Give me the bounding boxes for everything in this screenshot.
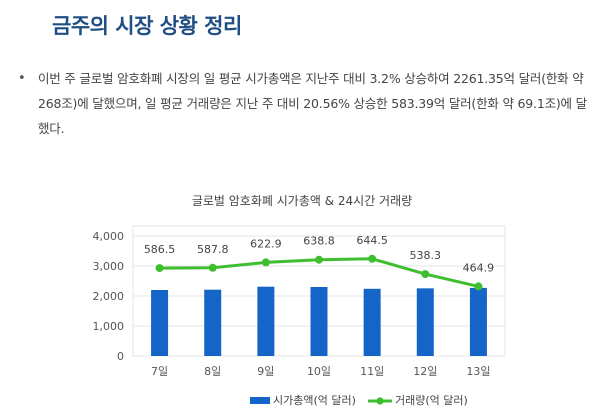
x-tick-label: 12일 — [413, 364, 437, 378]
y-tick-label: 4,000 — [93, 230, 125, 243]
bullet-icon: • — [18, 71, 26, 86]
bar-6 — [469, 287, 487, 356]
line-data-label-6: 464.9 — [463, 261, 495, 274]
y-tick-label: 3,000 — [93, 260, 125, 273]
chart-container: 글로벌 암호화폐 시가총액 & 24시간 거래량 4,000 3,000 2,000… — [0, 180, 600, 414]
line-point-3 — [315, 255, 323, 264]
x-tick-label: 7일 — [151, 364, 168, 378]
chart-title: 글로벌 암호화폐 시가총액 & 24시간 거래량 — [192, 194, 412, 208]
y-tick-label: 1,000 — [93, 320, 125, 333]
legend-bar-swatch — [250, 397, 270, 404]
y-tick-label: 2,000 — [93, 290, 125, 303]
bar-series — [151, 286, 487, 356]
line-point-2 — [261, 258, 270, 267]
y-axis-ticks: 4,000 3,000 2,000 1,000 0 — [93, 230, 125, 363]
bar-0 — [151, 290, 169, 356]
summary-text: 이번 주 글로벌 암호화폐 시장의 일 평균 시가총액은 지난주 대비 3.2%… — [38, 71, 587, 136]
x-tick-label: 8일 — [204, 364, 221, 378]
page-title: 금주의 시장 상황 정리 — [52, 14, 242, 38]
bar-1 — [204, 289, 222, 356]
line-point-1 — [208, 263, 217, 272]
summary-paragraph: • 이번 주 글로벌 암호화폐 시장의 일 평균 시가총액은 지난주 대비 3.… — [18, 66, 588, 141]
legend-line-marker — [376, 397, 384, 405]
line-data-label-4: 644.5 — [356, 234, 388, 247]
bar-4 — [363, 288, 381, 356]
bar-2 — [257, 286, 275, 356]
bar-5 — [416, 288, 434, 356]
x-tick-label: 11일 — [360, 364, 384, 378]
legend-bar-label: 시가총액(억 달러) — [273, 394, 356, 407]
line-data-label-5: 538.3 — [410, 249, 442, 262]
y-tick-label: 0 — [117, 350, 124, 363]
bar-3 — [310, 287, 328, 356]
x-tick-label: 9일 — [257, 364, 274, 378]
line-data-label-2: 622.9 — [250, 237, 282, 250]
line-data-label-1: 587.8 — [197, 243, 229, 256]
chart-legend: 시가총액(억 달러) 거래량(억 달러) — [250, 394, 468, 407]
x-axis-ticks: 7일 8일 9일 10일 11일 12일 13일 — [151, 364, 490, 378]
line-series: 586.5 587.8 622.9 638.8 644.5 538.3 464.9 — [144, 234, 494, 291]
line-data-label-3: 638.8 — [303, 235, 335, 248]
line-point-6 — [474, 282, 483, 291]
line-data-label-0: 586.5 — [144, 243, 176, 256]
x-tick-label: 10일 — [307, 364, 331, 378]
line-point-4 — [368, 254, 377, 263]
x-tick-label: 13일 — [466, 364, 490, 378]
line-point-5 — [421, 270, 430, 279]
line-point-0 — [155, 264, 164, 273]
market-chart: 글로벌 암호화폐 시가총액 & 24시간 거래량 4,000 3,000 2,000… — [93, 194, 506, 407]
legend-line-label: 거래량(억 달러) — [395, 394, 468, 407]
